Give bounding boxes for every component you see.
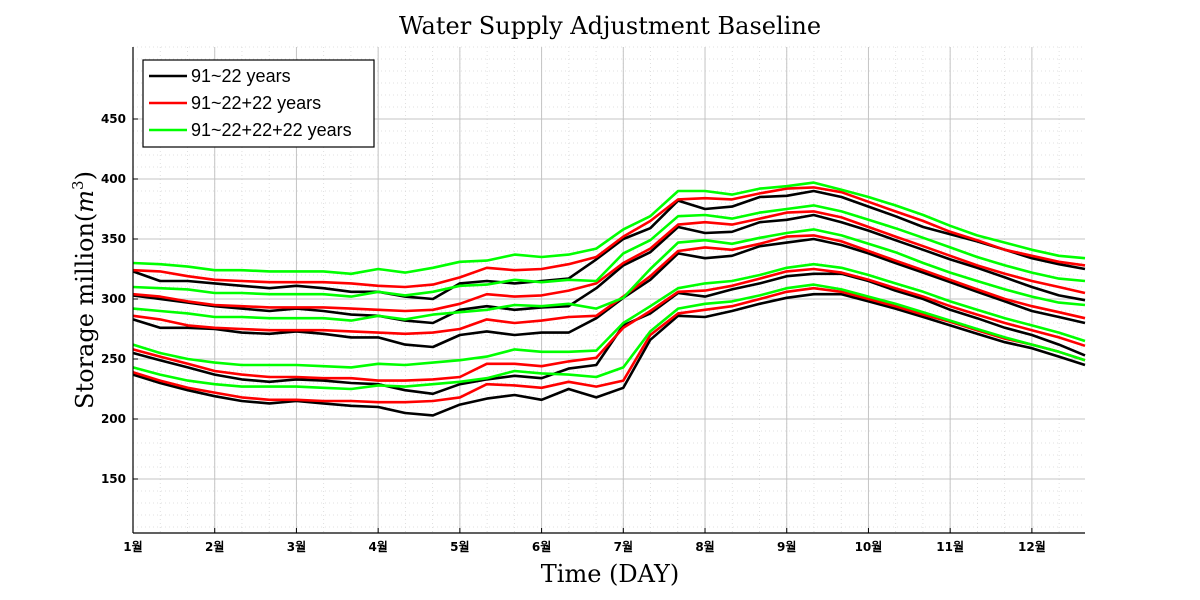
y-axis-label-text: Storage million( (71, 213, 99, 409)
y-tick-label: 400 (101, 172, 126, 186)
series-line-10 (132, 286, 1086, 404)
y-tick-label: 150 (101, 472, 126, 486)
y-tick-label: 300 (101, 292, 126, 306)
x-tick-label: 12월 (1018, 539, 1046, 554)
axes (132, 47, 1085, 534)
chart-title: Water Supply Adjustment Baseline (399, 12, 821, 40)
legend-label: 91~22+22 years (191, 93, 321, 113)
y-axis-label-unit: m (71, 190, 99, 213)
series-line-8 (132, 234, 1086, 336)
x-tick-label: 6월 (532, 539, 551, 554)
x-tick-label: 7월 (614, 539, 633, 554)
series-line-4 (132, 272, 1086, 396)
y-axis-label-exponent: 3 (69, 180, 87, 190)
y-axis-label: Storage million(m3) (69, 171, 99, 409)
series-line-15 (132, 283, 1086, 391)
series-line-7 (132, 210, 1086, 313)
y-tick-label: 250 (101, 352, 126, 366)
x-tick-label: 5월 (450, 539, 469, 554)
series-line-1 (132, 189, 1086, 301)
x-tick-label: 8월 (695, 539, 714, 554)
tick-labels: 1월 2월 3월 4월 5월 6월 7월 8월 9월 10월 11월 12월 150 200 250 300 3… (101, 112, 1046, 554)
series-line-3 (132, 237, 1086, 349)
y-tick-label: 450 (101, 112, 126, 126)
x-tick-label: 2월 (205, 539, 224, 554)
series-line-5 (132, 292, 1086, 417)
x-tick-label: 9월 (777, 539, 796, 554)
series-lines (132, 181, 1086, 417)
x-tick-label: 3월 (287, 539, 306, 554)
y-tick-label: 200 (101, 412, 126, 426)
legend: 91~22 years 91~22+22 years 91~22+22+22 yea… (142, 59, 375, 148)
legend-label: 91~22+22+22 years (191, 120, 352, 140)
legend-label: 91~22 years (191, 66, 291, 86)
series-line-6 (132, 186, 1086, 289)
x-tick-label: 11월 (936, 539, 964, 554)
series-line-11 (132, 181, 1086, 276)
x-tick-label: 4월 (368, 539, 387, 554)
series-line-2 (132, 213, 1086, 325)
series-line-9 (132, 267, 1086, 382)
x-axis-label: Time (DAY) (541, 560, 679, 588)
series-line-13 (132, 228, 1086, 322)
y-tick-label: 350 (101, 232, 126, 246)
x-tick-label: 1월 (123, 539, 142, 554)
x-tick-label: 10월 (855, 539, 883, 554)
y-axis-label-close: ) (71, 171, 99, 180)
series-line-14 (132, 262, 1086, 369)
series-line-12 (132, 204, 1086, 298)
